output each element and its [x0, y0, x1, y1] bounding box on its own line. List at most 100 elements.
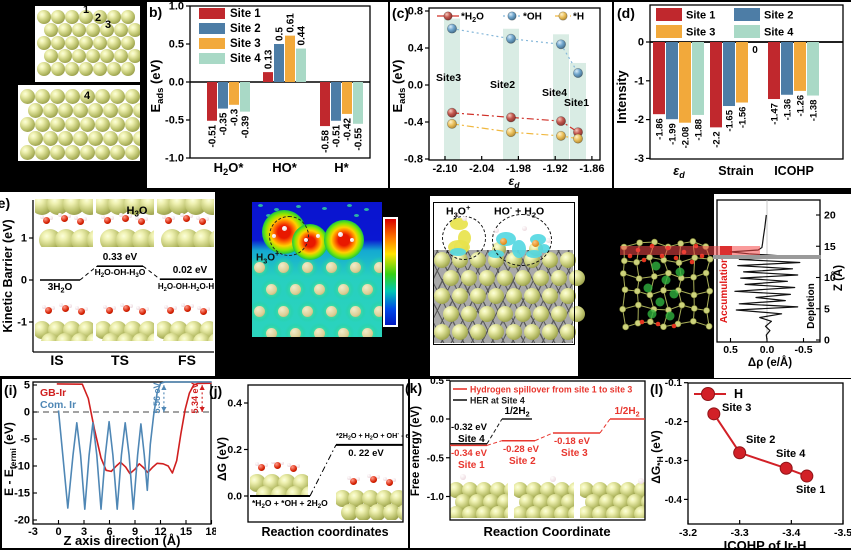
atom: [286, 486, 304, 495]
atom: [95, 89, 110, 104]
water-h: [119, 213, 123, 217]
lattice-atom: [254, 262, 265, 273]
slab-water-inset-left: [250, 462, 308, 495]
atom: [100, 49, 114, 63]
panel-d-descriptor-bar-chart: 0 -1 -2 -3 -1.86 -1.99 -2.08 -1.88 εd -2.2 -1.65 -1…: [614, 2, 851, 188]
water-snapshot-is-bottom: [35, 297, 93, 341]
y-tick-label: -0.5: [427, 453, 445, 464]
site-label-4: 4: [84, 90, 91, 102]
water-h: [128, 214, 132, 218]
water-snapshot-fs-bottom: [157, 297, 213, 341]
slab-atom: [542, 288, 558, 304]
point-h-site3: [447, 118, 457, 129]
depletion-dot: [639, 319, 645, 325]
slab-atom: [452, 324, 468, 340]
bar-value-label: 0.13: [264, 49, 275, 69]
legend-swatch: [199, 8, 225, 19]
atom: [37, 10, 51, 24]
site-band: [553, 34, 569, 160]
atom: [20, 145, 35, 160]
atom: [209, 229, 214, 247]
atom: [336, 490, 351, 507]
slab-atom: [488, 324, 504, 340]
x-category-label: IS: [50, 352, 63, 368]
water-h: [84, 307, 88, 311]
legend-label: *OH: [523, 12, 542, 23]
atom: [51, 36, 65, 50]
atom: [125, 89, 140, 104]
accumulation-blob: [675, 267, 685, 277]
lattice-node: [633, 258, 640, 266]
x-category-label: Strain: [718, 164, 753, 178]
legend-label: H: [734, 387, 743, 401]
atom: [65, 145, 80, 160]
lattice-node: [636, 239, 643, 247]
axis-box: [32, 381, 212, 525]
slab-atom: [524, 288, 540, 304]
water-oxygen: [184, 305, 191, 312]
atom: [72, 23, 86, 37]
y-tick-label: 0.0: [169, 77, 184, 89]
water-h: [129, 304, 133, 308]
panel-h-charge-profile: 0.5 0.0 -0.5 0 5 10 15 20 Accumulation Depletion Δ…: [714, 194, 851, 378]
site-annotation: Site3: [436, 72, 461, 84]
water-oxygen: [45, 307, 52, 314]
bar-site1-0: [207, 82, 217, 121]
panel-i-workfunction-chart: -3 0 3 6 9 12 15 18 5 0 -5 -10 -15 -20 GB-Ir Com. Ir 5.3…: [2, 379, 216, 548]
trend-line: [712, 413, 808, 478]
h-atom: [454, 212, 459, 217]
atom: [58, 49, 72, 63]
y-axis-label: Free energy (eV): [410, 406, 422, 496]
half-h2-label: 1/2H2: [504, 406, 529, 418]
bar-value-label: -1.47: [770, 103, 781, 125]
y-axis-label: Eads (eV): [390, 60, 407, 113]
atom: [37, 62, 51, 76]
water-h: [145, 307, 149, 311]
y-tick-label: -1.0: [165, 153, 184, 165]
gb-structure-isosurface: [619, 238, 714, 331]
atom: [121, 10, 135, 24]
water-h: [205, 217, 209, 221]
lattice-node: [651, 238, 658, 246]
curve-comir: [57, 381, 212, 510]
atom: [79, 199, 93, 215]
x-tick-label: -3.2: [679, 527, 697, 539]
x-tick-label: 0.5: [723, 344, 738, 356]
oxygen-atom: [532, 240, 539, 247]
atom: [93, 36, 107, 50]
y-tick-label: 0.4: [227, 398, 242, 410]
slab-atom: [560, 324, 576, 340]
legend-label: Site 2: [230, 23, 261, 35]
water-h: [110, 216, 114, 220]
bar-value-label: -1.65: [725, 109, 736, 131]
accumulation-blob: [643, 283, 653, 293]
water-h: [392, 478, 396, 482]
lattice-node: [660, 287, 667, 294]
lattice-node: [690, 291, 698, 299]
series-line-oh: [451, 28, 579, 74]
atom: [50, 145, 65, 160]
legend-swatch: [199, 38, 225, 49]
water-snapshot-fs-top: [157, 199, 214, 247]
lattice-atom: [266, 284, 277, 295]
water-h: [136, 306, 140, 310]
dashed-circle-left: [442, 216, 486, 260]
y-tick-label: -1.0: [427, 492, 445, 503]
water-h: [75, 306, 79, 310]
x-axis-label: Z axis direction (Å): [63, 533, 180, 548]
bar-value-label: -1.99: [668, 123, 679, 145]
water-h: [173, 306, 177, 310]
site-label: Site 1: [458, 460, 485, 471]
lattice-node: [633, 287, 641, 295]
atom: [65, 62, 79, 76]
x-tick-label: -1.92: [543, 163, 568, 175]
h-adatom: [638, 478, 644, 484]
panel-k-free-energy-chart: 0.5 0.0 -0.5 -1.0 Hydrogen spillover from si…: [410, 379, 650, 548]
lattice-node: [690, 273, 697, 281]
water-oxygen: [139, 308, 146, 315]
y-tick-label: -0.1: [665, 379, 683, 389]
slab-atom: [560, 288, 576, 304]
bar-value-label: -1.36: [783, 99, 794, 121]
atom: [95, 117, 110, 132]
water-h: [196, 216, 200, 220]
